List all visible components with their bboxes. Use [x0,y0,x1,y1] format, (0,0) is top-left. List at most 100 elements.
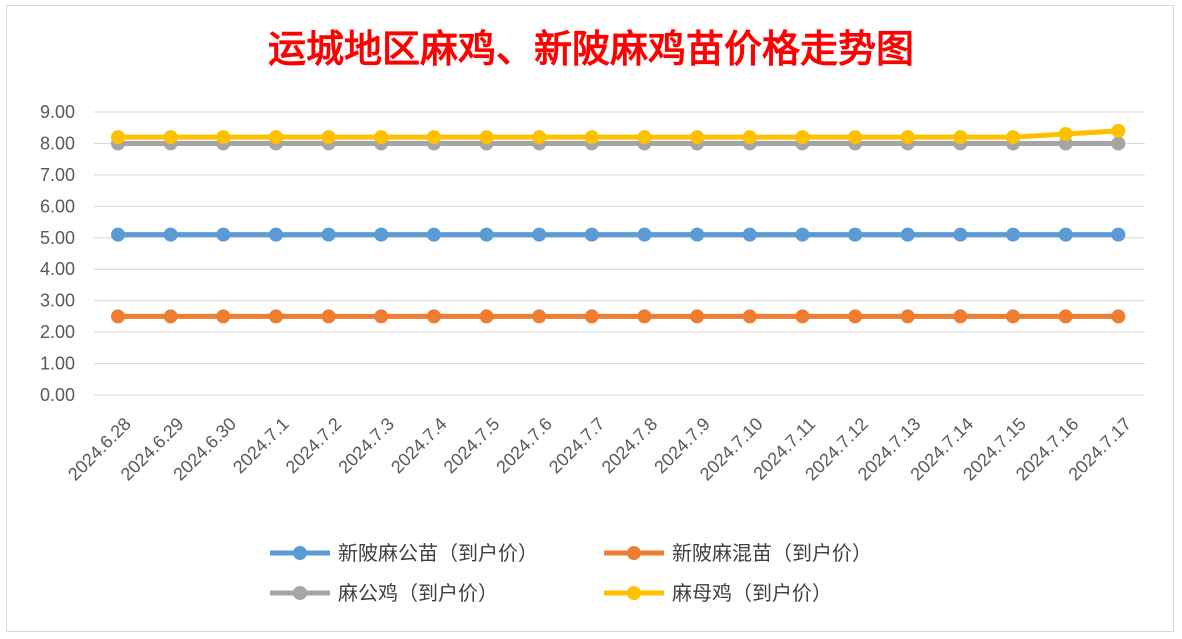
data-point [532,130,547,145]
data-point [426,227,441,242]
legend-swatch-marker [627,586,641,600]
x-tick-label: 2024.7.2 [282,414,346,478]
x-tick-label: 2024.7.1 [229,414,293,478]
legend-item: 麻母鸡（到户价） [604,581,832,605]
data-point [637,130,652,145]
y-tick-label: 0.00 [40,385,75,405]
y-tick-label: 4.00 [40,259,75,279]
legend: 新陂麻公苗（到户价） 新陂麻混苗（到户价） 麻公鸡（到户价） 麻母鸡（到户价） [270,541,872,605]
data-point [268,130,283,145]
legend-swatch-marker [627,546,641,560]
data-point [584,130,599,145]
data-point [953,309,968,324]
data-point [1006,309,1021,324]
data-point [1111,227,1126,242]
legend-label: 新陂麻公苗（到户价） [338,541,538,565]
y-tick-label: 2.00 [40,322,75,342]
data-point [900,130,915,145]
gridlines [94,111,1145,396]
data-point [426,309,441,324]
data-point [163,130,178,145]
data-point [742,309,757,324]
data-point [321,309,336,324]
data-point [374,130,389,145]
data-point [690,130,705,145]
data-point [111,227,125,242]
data-point [584,227,599,242]
data-point [900,309,915,324]
data-point [584,309,599,324]
data-point [795,309,810,324]
data-point [1111,136,1126,151]
series-0 [111,227,1126,242]
x-tick-label: 2024.7.7 [545,414,609,478]
y-tick-label: 5.00 [40,228,75,248]
data-point [163,227,178,242]
x-tick-label: 2024.7.3 [334,414,398,478]
data-point [690,227,705,242]
legend-label: 麻公鸡（到户价） [338,581,498,605]
data-point [1006,130,1021,145]
data-point [268,227,283,242]
y-tick-label: 8.00 [40,133,75,153]
data-point [532,309,547,324]
data-point [848,227,863,242]
data-point [637,309,652,324]
series-line [118,128,1119,140]
y-tick-label: 7.00 [40,165,75,185]
data-point [479,130,494,145]
data-point [532,227,547,242]
data-point [742,227,757,242]
data-point [1058,127,1073,142]
data-point [426,130,441,145]
legend-item: 新陂麻公苗（到户价） [270,541,538,565]
data-point [637,227,652,242]
x-axis: 2024.6.282024.6.292024.6.302024.7.12024.… [64,414,1135,485]
data-point [163,309,178,324]
data-point [111,309,125,324]
chart-title: 运城地区麻鸡、新陂麻鸡苗价格走势图 [268,26,914,71]
data-point [742,130,757,145]
legend-item: 麻公鸡（到户价） [270,581,498,605]
data-point [1058,227,1073,242]
data-point [216,309,231,324]
legend-label: 新陂麻混苗（到户价） [672,541,872,565]
data-point [479,227,494,242]
data-point [268,309,283,324]
data-point [900,227,915,242]
series-group [111,123,1126,324]
x-tick-label: 2024.7.5 [440,414,504,478]
data-point [321,130,336,145]
legend-swatch-marker [293,546,307,560]
data-point [1111,309,1126,324]
data-point [1058,309,1073,324]
y-tick-label: 3.00 [40,291,75,311]
data-point [848,130,863,145]
data-point [479,309,494,324]
data-point [216,130,231,145]
y-tick-label: 1.00 [40,354,75,374]
data-point [216,227,231,242]
y-tick-label: 6.00 [40,196,75,216]
data-point [795,227,810,242]
data-point [953,227,968,242]
legend-swatch-marker [293,586,307,600]
y-tick-label: 9.00 [40,102,75,122]
x-tick-label: 2024.7.8 [598,414,662,478]
data-point [690,309,705,324]
data-point [111,130,125,145]
data-point [953,130,968,145]
y-axis: 0.00 1.00 2.00 3.00 4.00 5.00 6.00 7.00 8.00 9.00 [40,102,75,405]
legend-item: 新陂麻混苗（到户价） [604,541,872,565]
legend-label: 麻母鸡（到户价） [672,581,832,605]
data-point [321,227,336,242]
data-point [1111,123,1126,138]
data-point [374,227,389,242]
data-point [1006,227,1021,242]
x-tick-label: 2024.7.6 [492,414,556,478]
data-point [848,309,863,324]
series-1 [111,309,1126,324]
series-3 [111,123,1126,145]
x-tick-label: 2024.7.4 [387,414,451,478]
